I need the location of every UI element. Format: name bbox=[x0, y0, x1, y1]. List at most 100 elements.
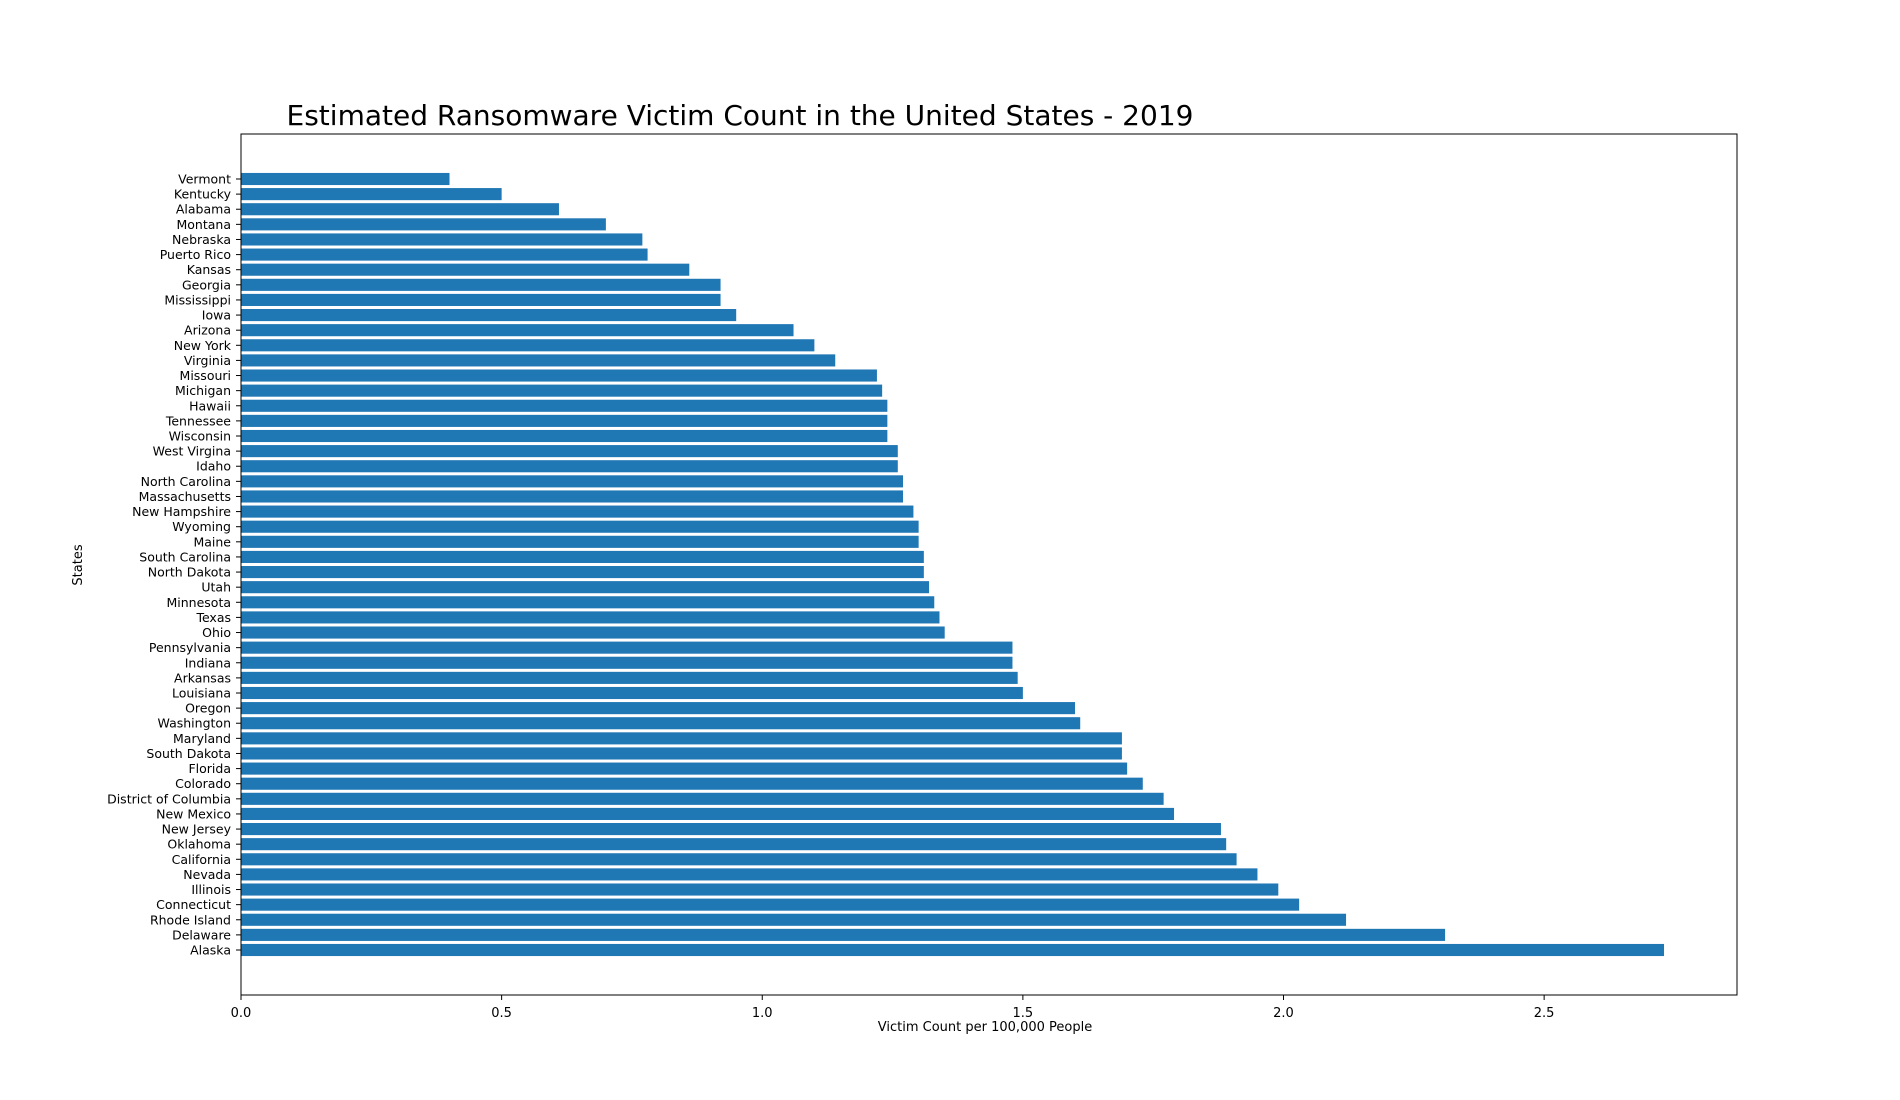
bar-delaware bbox=[241, 928, 1446, 941]
category-label: Ohio bbox=[202, 625, 231, 640]
bar-puerto-rico bbox=[241, 248, 648, 261]
category-label: Arizona bbox=[184, 323, 231, 338]
bar-georgia bbox=[241, 278, 721, 291]
bar-oklahoma bbox=[241, 838, 1227, 851]
bar-district-of-columbia bbox=[241, 792, 1164, 805]
bar-maine bbox=[241, 535, 919, 548]
category-label: Puerto Rico bbox=[160, 247, 231, 262]
bar-nevada bbox=[241, 868, 1258, 881]
category-label: Virginia bbox=[184, 353, 231, 368]
category-label: Nebraska bbox=[172, 232, 231, 247]
bar-mississippi bbox=[241, 293, 721, 306]
category-label: Kentucky bbox=[174, 187, 232, 202]
bar-new-hampshire bbox=[241, 505, 914, 518]
category-label: California bbox=[172, 852, 231, 867]
bar-virginia bbox=[241, 354, 836, 367]
bar-iowa bbox=[241, 309, 737, 322]
category-label: West Virgina bbox=[153, 444, 231, 459]
category-label: Mississippi bbox=[164, 292, 231, 307]
bar-west-virgina bbox=[241, 445, 898, 458]
chart-title: Estimated Ransomware Victim Count in the… bbox=[287, 99, 1194, 132]
x-tick-label: 1.5 bbox=[1013, 1006, 1034, 1021]
bar-massachusetts bbox=[241, 490, 903, 503]
bar-north-carolina bbox=[241, 475, 903, 488]
category-label: Florida bbox=[188, 761, 231, 776]
bar-new-mexico bbox=[241, 807, 1175, 820]
category-label: Maine bbox=[193, 534, 231, 549]
bar-tennessee bbox=[241, 414, 888, 427]
category-label: Massachusetts bbox=[139, 489, 231, 504]
category-label: Montana bbox=[177, 217, 232, 232]
bars-group bbox=[241, 172, 1665, 957]
category-label: Arkansas bbox=[174, 670, 231, 685]
category-label: North Dakota bbox=[148, 565, 231, 580]
bar-texas bbox=[241, 611, 940, 624]
category-label: Nevada bbox=[183, 867, 231, 882]
bar-montana bbox=[241, 218, 606, 231]
category-label: Maryland bbox=[173, 731, 231, 746]
y-axis-label: States bbox=[71, 544, 86, 585]
bar-rhode-island bbox=[241, 913, 1347, 926]
bar-kentucky bbox=[241, 188, 502, 201]
bar-nebraska bbox=[241, 233, 643, 246]
category-label: Tennessee bbox=[165, 413, 231, 428]
category-label: Wisconsin bbox=[169, 429, 231, 444]
bar-florida bbox=[241, 762, 1128, 775]
category-label: Rhode Island bbox=[150, 912, 231, 927]
axes-frame bbox=[240, 133, 1738, 996]
bar-arkansas bbox=[241, 671, 1018, 684]
category-label: South Dakota bbox=[146, 746, 231, 761]
bar-alaska bbox=[241, 943, 1665, 957]
x-tick-label: 2.5 bbox=[1534, 1006, 1555, 1021]
bar-minnesota bbox=[241, 596, 935, 609]
category-label: Idaho bbox=[196, 459, 231, 474]
bar-maryland bbox=[241, 732, 1122, 745]
bar-ohio bbox=[241, 626, 945, 639]
category-label: Louisiana bbox=[172, 686, 231, 701]
category-label: Georgia bbox=[182, 277, 231, 292]
category-label: Delaware bbox=[172, 927, 231, 942]
category-label: Kansas bbox=[187, 262, 231, 277]
category-label: Colorado bbox=[175, 776, 231, 791]
category-label: New Mexico bbox=[156, 806, 231, 821]
bar-new-york bbox=[241, 339, 815, 352]
x-axis-label: Victim Count per 100,000 People bbox=[878, 1020, 1092, 1035]
bar-wyoming bbox=[241, 520, 919, 533]
bar-colorado bbox=[241, 777, 1143, 790]
category-labels: VermontKentuckyAlabamaMontanaNebraskaPue… bbox=[107, 172, 241, 958]
category-label: District of Columbia bbox=[107, 791, 231, 806]
category-label: Oklahoma bbox=[167, 837, 231, 852]
category-label: Alabama bbox=[176, 202, 231, 217]
bar-indiana bbox=[241, 656, 1013, 669]
category-label: Indiana bbox=[185, 655, 231, 670]
category-label: Illinois bbox=[191, 882, 231, 897]
x-axis-ticks: 0.0 0.5 1.0 1.5 2.0 2.5 bbox=[231, 995, 1555, 1021]
bar-kansas bbox=[241, 263, 690, 276]
bar-illinois bbox=[241, 883, 1279, 896]
category-label: New York bbox=[174, 338, 232, 353]
category-label: Utah bbox=[201, 580, 231, 595]
bar-pennsylvania bbox=[241, 641, 1013, 654]
bar-idaho bbox=[241, 460, 898, 473]
bar-hawaii bbox=[241, 399, 888, 412]
category-label: Washington bbox=[158, 716, 231, 731]
bar-oregon bbox=[241, 702, 1076, 715]
bar-south-dakota bbox=[241, 747, 1122, 760]
category-label: New Hampshire bbox=[132, 504, 231, 519]
category-label: Alaska bbox=[190, 943, 231, 958]
category-label: Wyoming bbox=[172, 519, 231, 534]
bar-vermont bbox=[241, 172, 450, 186]
bar-alabama bbox=[241, 203, 559, 216]
bar-south-carolina bbox=[241, 550, 924, 563]
x-tick-label: 1.0 bbox=[752, 1006, 773, 1021]
category-label: Connecticut bbox=[156, 897, 231, 912]
category-label: North Carolina bbox=[141, 474, 231, 489]
category-label: South Carolina bbox=[139, 549, 231, 564]
category-label: Iowa bbox=[202, 308, 231, 323]
category-label: Missouri bbox=[180, 368, 231, 383]
bar-louisiana bbox=[241, 686, 1023, 700]
category-label: Minnesota bbox=[166, 595, 231, 610]
bar-new-jersey bbox=[241, 823, 1221, 836]
x-tick-label: 0.5 bbox=[491, 1006, 512, 1021]
